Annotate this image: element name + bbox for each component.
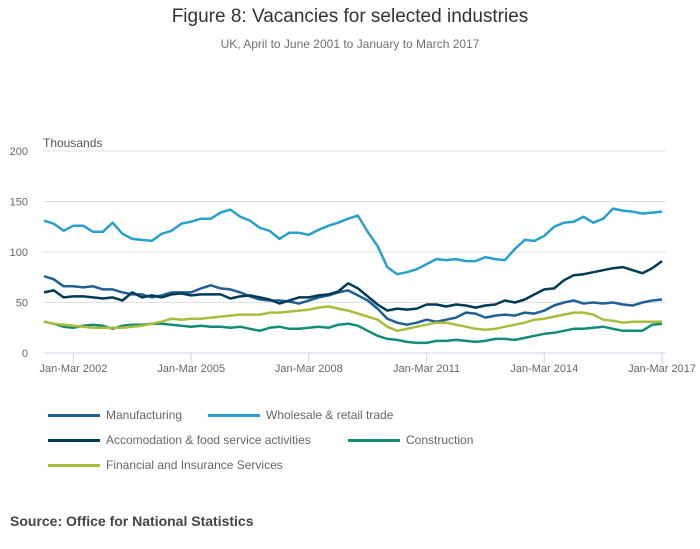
legend-label: Wholesale & retail trade xyxy=(266,408,394,422)
y-tick-label: 100 xyxy=(10,247,28,259)
x-tick-label: Jan-Mar 2014 xyxy=(510,363,578,375)
gridlines xyxy=(43,150,666,303)
legend-label: Construction xyxy=(406,433,474,447)
series-lines xyxy=(43,207,663,345)
legend-label: Manufacturing xyxy=(106,408,183,422)
legend-swatch xyxy=(348,438,400,442)
legend-label: Financial and Insurance Services xyxy=(106,458,283,472)
chart-subtitle: UK, April to June 2001 to January to Mar… xyxy=(220,37,480,51)
x-axis: Jan-Mar 2002 Jan-Mar 2005 Jan-Mar 2008 Jan-… xyxy=(39,352,696,375)
legend-swatch xyxy=(48,463,100,467)
y-axis-ticks: 0 50 100 150 200 xyxy=(10,146,28,360)
series-line-wholesale-retail-trade xyxy=(43,207,663,276)
legend-item[interactable]: Financial and Insurance Services xyxy=(48,456,283,474)
series-line-construction xyxy=(43,320,663,345)
x-tick-label: Jan-Mar 2011 xyxy=(393,363,460,375)
legend-item[interactable]: Construction xyxy=(348,431,473,449)
x-tick-label: Jan-Mar 2008 xyxy=(275,363,343,375)
series-line-manufacturing xyxy=(43,275,663,326)
chart-title: Figure 8: Vacancies for selected industr… xyxy=(171,6,529,27)
legend-item[interactable]: Wholesale & retail trade xyxy=(208,406,393,424)
y-tick-label: 150 xyxy=(10,197,28,209)
legend-label: Accomodation & food service activities xyxy=(106,433,311,447)
legend-swatch xyxy=(48,438,100,442)
y-axis-unit-label: Thousands xyxy=(43,136,103,150)
legend-item[interactable]: Accomodation & food service activities xyxy=(48,431,311,449)
legend-item[interactable]: Manufacturing xyxy=(48,406,182,424)
series-line-accomodation-food-service-activities xyxy=(43,260,663,312)
y-tick-label: 50 xyxy=(16,298,28,310)
x-tick-label: Jan-Mar 2017 xyxy=(628,363,696,375)
y-tick-label: 0 xyxy=(22,348,28,360)
series-line-financial-and-insurance-services xyxy=(43,305,662,333)
x-tick-label: Jan-Mar 2005 xyxy=(157,363,225,375)
source-note: Source: Office for National Statistics xyxy=(10,513,254,529)
x-tick-label: Jan-Mar 2002 xyxy=(39,363,107,375)
legend-swatch xyxy=(208,413,260,417)
legend-swatch xyxy=(48,413,100,417)
y-tick-label: 200 xyxy=(10,146,28,158)
